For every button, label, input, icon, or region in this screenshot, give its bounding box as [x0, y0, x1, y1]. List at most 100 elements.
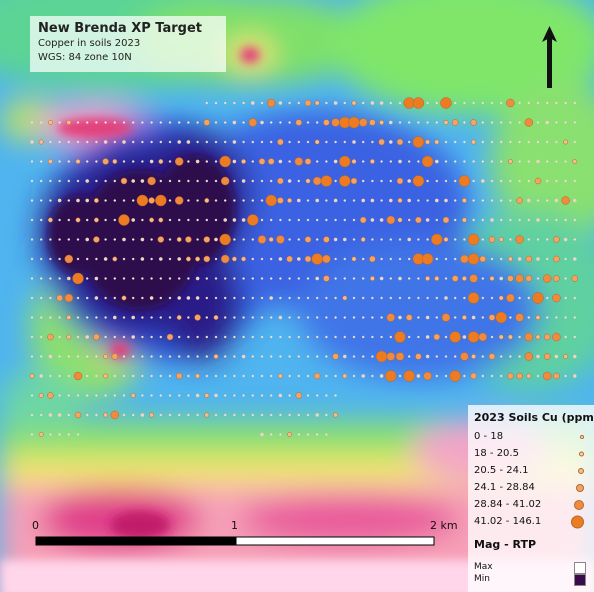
soil-sample-point — [30, 160, 34, 163]
soil-sample-point — [407, 179, 412, 183]
soil-sample-point — [141, 296, 144, 300]
soil-sample-point — [315, 394, 319, 397]
soil-sample-point — [526, 373, 532, 379]
soil-sample-point — [542, 371, 552, 381]
soil-sample-point — [453, 101, 457, 105]
legend-symbol — [580, 434, 584, 439]
soil-sample-point — [478, 332, 488, 342]
soil-sample-point — [260, 140, 264, 144]
soil-sample-point — [536, 374, 540, 378]
soil-sample-point — [177, 218, 181, 222]
soil-sample-point — [435, 374, 439, 378]
soil-sample-point — [463, 238, 466, 241]
soil-sample-point — [472, 179, 475, 183]
soil-sample-point — [57, 198, 62, 203]
soil-sample-point — [315, 433, 319, 436]
soil-sample-point — [417, 238, 420, 241]
soil-sample-point — [76, 296, 80, 300]
soil-sample-point — [342, 295, 348, 301]
mag-max-label: Max — [474, 562, 493, 572]
soil-sample-point — [416, 374, 421, 378]
soil-sample-point — [49, 433, 52, 436]
mag-max-row: Max — [474, 561, 588, 574]
soil-sample-point — [536, 257, 540, 261]
soil-sample-point — [314, 100, 320, 106]
soil-sample-point — [277, 197, 284, 204]
soil-sample-point — [453, 316, 457, 319]
soil-sample-point — [407, 140, 411, 144]
soil-sample-point — [168, 199, 172, 202]
soil-sample-point — [325, 140, 328, 144]
soil-sample-point — [545, 140, 549, 144]
soil-sample-point — [122, 413, 126, 417]
soil-sample-point — [233, 374, 236, 378]
soil-sample-point — [95, 160, 98, 163]
soil-sample-point — [205, 101, 209, 105]
legend-symbol — [576, 483, 584, 492]
soil-sample-point — [64, 254, 74, 264]
soil-sample-point — [187, 277, 190, 280]
soil-sample-point — [95, 257, 98, 261]
soil-sample-point — [122, 121, 126, 124]
soil-sample-point — [417, 316, 420, 319]
soil-sample-point — [30, 140, 34, 144]
soil-sample-point — [334, 296, 337, 300]
soil-sample-point — [498, 237, 504, 242]
soil-sample-point — [257, 235, 267, 244]
soil-sample-point — [481, 277, 485, 280]
soil-sample-point — [159, 374, 163, 378]
soil-sample-point — [426, 121, 429, 124]
soil-sample-point — [39, 316, 43, 319]
soil-sample-point — [555, 179, 558, 183]
soil-sample-point — [251, 374, 255, 378]
soil-sample-point — [343, 257, 347, 261]
soil-sample-point — [297, 218, 301, 222]
soil-sample-point — [72, 272, 84, 285]
soil-sample-point — [403, 370, 415, 382]
soil-sample-point — [564, 374, 567, 378]
soil-sample-point — [545, 160, 549, 163]
soil-sample-point — [233, 238, 236, 241]
map-projection: WGS: 84 zone 10N — [38, 52, 132, 63]
soil-sample-point — [177, 394, 181, 397]
soil-sample-point — [95, 121, 98, 124]
soil-sample-point — [297, 238, 301, 241]
soil-sample-point — [203, 236, 211, 243]
soil-sample-point — [518, 355, 521, 358]
soil-sample-point — [67, 433, 71, 436]
soil-sample-point — [113, 218, 117, 222]
soil-sample-point — [196, 355, 199, 358]
soil-sample-point — [444, 355, 448, 358]
soil-sample-point — [187, 179, 190, 183]
soil-sample-point — [149, 159, 154, 164]
soil-sample-point — [214, 237, 218, 242]
soil-sample-point — [168, 394, 172, 397]
soil-sample-point — [426, 101, 429, 105]
soil-sample-point — [564, 316, 567, 319]
soil-sample-point — [343, 218, 347, 222]
soil-sample-point — [85, 121, 89, 124]
soil-sample-point — [518, 160, 521, 163]
soil-sample-point — [177, 413, 181, 417]
soil-sample-point — [131, 277, 135, 280]
soil-sample-point — [461, 198, 467, 203]
soil-sample-point — [49, 257, 52, 261]
soil-sample-point — [288, 140, 291, 144]
soil-sample-point — [315, 335, 319, 339]
soil-sample-point — [95, 374, 98, 378]
soil-sample-point — [397, 217, 403, 223]
soil-sample-point — [306, 296, 310, 300]
soil-sample-point — [481, 140, 485, 144]
soil-sample-point — [572, 354, 577, 359]
soil-sample-point — [214, 160, 218, 163]
soil-sample-point — [444, 335, 448, 339]
soil-sample-point — [352, 335, 356, 339]
soil-sample-point — [481, 238, 485, 241]
soil-sample-point — [251, 238, 255, 241]
soil-sample-point — [361, 198, 366, 203]
soil-sample-point — [111, 353, 119, 360]
soil-sample-point — [131, 257, 135, 261]
soil-sample-point — [64, 293, 74, 303]
soil-sample-point — [352, 355, 356, 358]
soil-sample-point — [278, 101, 283, 105]
